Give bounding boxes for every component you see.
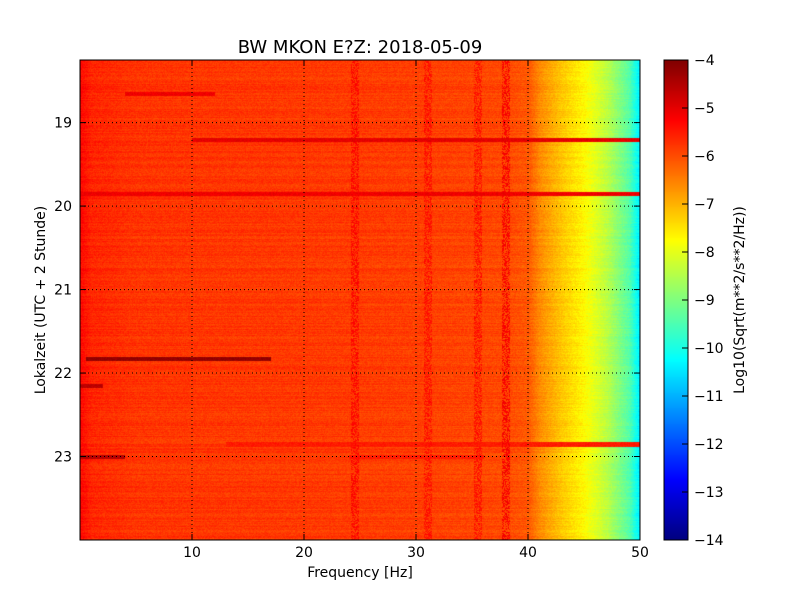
- colorbar-tick-label: −14: [694, 533, 724, 549]
- colorbar-tick-label: −8: [694, 245, 715, 261]
- x-axis-ticks: 10 20 30 40 50: [183, 60, 649, 561]
- x-tick-label: 40: [519, 545, 537, 561]
- y-tick-label: 19: [54, 116, 72, 132]
- colorbar-tick-label: −12: [694, 437, 724, 453]
- plot-frame: [79, 59, 641, 541]
- heatmap-image: [80, 60, 640, 540]
- colorbar-tick-label: −5: [694, 101, 715, 117]
- plot-area: 10 20 30 40 50 19 20 21 22 23: [54, 59, 649, 561]
- colorbar-tick-label: −10: [694, 341, 724, 357]
- x-tick-label: 50: [631, 545, 649, 561]
- colorbar-tick-label: −4: [694, 53, 715, 69]
- colorbar-tick-label: −13: [694, 485, 724, 501]
- y-tick-label: 20: [54, 199, 72, 215]
- y-tick-label: 23: [54, 450, 72, 466]
- colorbar-tick-label: −7: [694, 197, 715, 213]
- x-axis-label: Frequency [Hz]: [307, 565, 413, 581]
- colorbar-tick-label: −6: [694, 149, 715, 165]
- colorbar-ticks: −4 −5 −6 −7 −8 −9 −10 −11 −12 −13 −14: [682, 53, 724, 549]
- colorbar: −4 −5 −6 −7 −8 −9 −10 −11 −12 −13 −14: [663, 53, 724, 549]
- colorbar-label: Log10(Sqrt(m**2/s**2/Hz)): [732, 206, 748, 394]
- y-axis-ticks: 19 20 21 22 23: [54, 116, 640, 466]
- grid-lines: [80, 60, 640, 540]
- y-axis-label: Lokalzeit (UTC + 2 Stunde): [33, 206, 49, 395]
- y-tick-label: 22: [54, 366, 72, 382]
- colorbar-tick-label: −9: [694, 293, 715, 309]
- x-tick-label: 10: [183, 545, 201, 561]
- y-tick-label: 21: [54, 283, 72, 299]
- x-tick-label: 30: [407, 545, 425, 561]
- chart-title: BW MKON E?Z: 2018-05-09: [238, 37, 483, 58]
- x-tick-label: 20: [295, 545, 313, 561]
- colorbar-tick-label: −11: [694, 389, 724, 405]
